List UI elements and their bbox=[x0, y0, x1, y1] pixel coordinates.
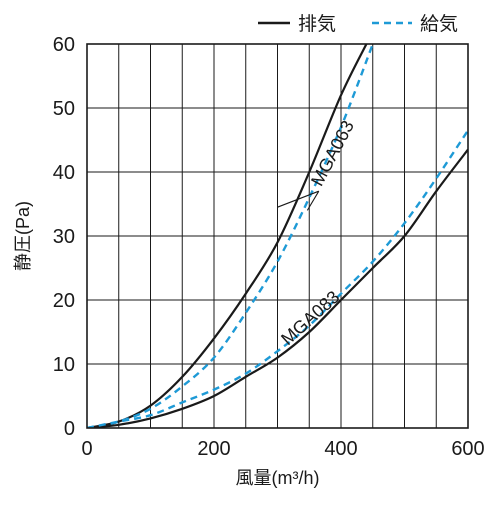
x-tick-label: 0 bbox=[81, 438, 92, 460]
y-tick-label: 30 bbox=[53, 226, 75, 248]
y-tick-label: 60 bbox=[53, 34, 75, 56]
series-line-mga083-supply bbox=[87, 129, 468, 428]
y-tick-label: 40 bbox=[53, 162, 75, 184]
series-line-mga083-exhaust bbox=[87, 148, 468, 428]
y-axis-label: 静圧(Pa) bbox=[13, 201, 33, 271]
series-line-mga063-supply bbox=[87, 44, 374, 428]
series-group bbox=[87, 44, 468, 428]
x-tick-label: 600 bbox=[451, 438, 484, 460]
label-pointers bbox=[277, 190, 320, 211]
y-tick-label: 50 bbox=[53, 98, 75, 120]
y-tick-label: 20 bbox=[53, 290, 75, 312]
plot-frame bbox=[86, 43, 469, 429]
grid bbox=[87, 44, 468, 428]
pointer-line bbox=[277, 190, 319, 208]
legend-label-exhaust: 排気 bbox=[298, 13, 336, 35]
legend: 排気 給気 bbox=[258, 13, 458, 35]
x-tick-label: 200 bbox=[197, 438, 230, 460]
annotation-mga063: MGA063 bbox=[307, 117, 358, 189]
y-tick-label: 0 bbox=[64, 418, 75, 440]
pointer-line bbox=[306, 190, 320, 211]
series-line-mga063-exhaust bbox=[87, 44, 368, 428]
y-tick-label: 10 bbox=[53, 354, 75, 376]
x-tick-label: 400 bbox=[324, 438, 357, 460]
x-axis-label: 風量(m³/h) bbox=[236, 468, 320, 488]
annotation-mga083: MGA083 bbox=[277, 287, 343, 349]
legend-label-supply: 給気 bbox=[420, 13, 458, 35]
